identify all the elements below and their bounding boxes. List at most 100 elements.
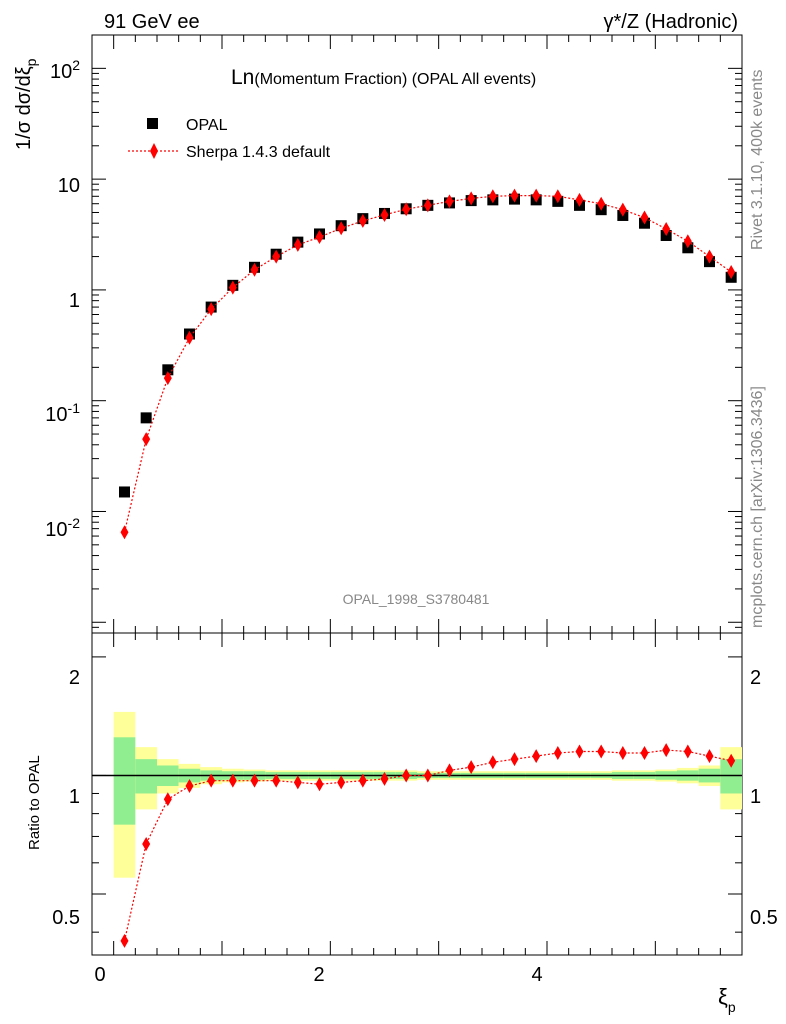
ratio-sherpa-point — [727, 753, 736, 768]
ratio-sherpa-point — [423, 768, 432, 783]
ytick-0p1-base: 10 — [45, 404, 67, 426]
ratio-ytick-label-1-right: 1 — [750, 786, 761, 808]
ytick-0p1-exp: -1 — [68, 400, 81, 416]
header-right-text: (Hadronic) — [645, 11, 738, 33]
sherpa-point — [120, 525, 129, 540]
chart-marks — [92, 34, 742, 955]
opal-point — [119, 486, 130, 498]
sherpa-point — [510, 188, 519, 203]
ratio-sherpa-point — [337, 775, 346, 790]
ratio-sherpa-point — [185, 779, 194, 794]
sherpa-point — [662, 221, 671, 236]
sherpa-point — [553, 189, 562, 204]
ratio-sherpa-point — [662, 743, 671, 758]
sherpa-point — [683, 234, 692, 249]
ytick-0p01-exp: -2 — [68, 515, 81, 531]
ratio-sherpa-point — [163, 792, 172, 807]
sherpa-point — [185, 330, 194, 345]
ratio-sherpa-point — [640, 746, 649, 761]
header-left: 91 GeV ee — [104, 11, 200, 33]
ytick-label-10: 10 — [58, 175, 80, 197]
sherpa-point — [597, 196, 606, 211]
sherpa-point — [293, 237, 302, 252]
ratio-sherpa-point — [445, 763, 454, 778]
ytick-label-1: 1 — [69, 290, 80, 312]
ytick-100-base: 10 — [50, 61, 72, 83]
ratio-sherpa-point — [272, 773, 281, 788]
main-title-rest: (Momentum Fraction) (OPAL All events) — [254, 71, 536, 88]
rivet-label: Rivet 3.1.10, 400k events — [749, 69, 766, 250]
xtick-label-4: 4 — [531, 964, 542, 986]
main-ylabel-sub: p — [23, 58, 39, 66]
sherpa-point — [337, 221, 346, 236]
ratio-sherpa-point — [380, 771, 389, 786]
sherpa-point — [640, 210, 649, 225]
ratio-ylabel: Ratio to OPAL — [26, 755, 43, 850]
ratio-sherpa-point — [120, 933, 129, 948]
ratio-sherpa-point — [575, 744, 584, 759]
x-axis-label: ξp — [718, 984, 736, 1015]
ratio-sherpa-point — [293, 775, 302, 790]
ratio-ytick-label-0p5-left: 0.5 — [52, 907, 80, 929]
ratio-sherpa-point — [597, 744, 606, 759]
ratio-band-inner — [720, 759, 742, 794]
xtick-label-2: 2 — [313, 964, 324, 986]
ratio-sherpa-point — [532, 749, 541, 764]
ratio-ytick-label-1-left: 1 — [69, 786, 80, 808]
ratio-ytick-label-0p5-right: 0.5 — [750, 907, 778, 929]
ratio-band-inner — [135, 759, 157, 794]
legend-sherpa-label: Sherpa 1.4.3 default — [186, 144, 331, 161]
legend-opal-label: OPAL — [186, 117, 228, 134]
xtick-label-0: 0 — [94, 964, 105, 986]
ratio-sherpa-point — [358, 773, 367, 788]
ytick-label-0p01: 10-2 — [45, 515, 80, 541]
sherpa-point — [445, 194, 454, 209]
sherpa-point — [618, 202, 627, 217]
main-plot-panel: Ln(Momentum Fraction) (OPAL All events) … — [13, 34, 743, 634]
sherpa-line — [123, 195, 732, 533]
legend-opal-marker — [147, 118, 158, 129]
sherpa-point — [488, 189, 497, 204]
sherpa-point — [228, 280, 237, 295]
sherpa-point — [575, 192, 584, 207]
sherpa-point — [380, 207, 389, 222]
sherpa-point — [358, 213, 367, 228]
main-ylabel-text: 1/σ dσ/dξ — [13, 66, 35, 150]
header-right: γ*/Z (Hadronic) — [604, 11, 738, 33]
sherpa-point — [705, 249, 714, 264]
sherpa-point — [532, 188, 541, 203]
ratio-sherpa-point — [228, 773, 237, 788]
ratio-ytick-label-2-left: 2 — [69, 667, 80, 689]
sherpa-point — [402, 202, 411, 217]
ratio-sherpa-point — [402, 768, 411, 783]
sherpa-point — [272, 249, 281, 264]
legend-sherpa-marker — [150, 143, 158, 159]
ytick-0p01-base: 10 — [45, 519, 67, 541]
ratio-sherpa-point — [315, 777, 324, 792]
ratio-sherpa-point — [467, 760, 476, 775]
x-axis-label-text: ξ — [718, 984, 728, 1009]
sherpa-point — [727, 265, 736, 280]
ytick-label-0p1: 10-1 — [45, 400, 80, 426]
ratio-sherpa-point — [488, 755, 497, 770]
sherpa-point — [423, 198, 432, 213]
main-title: Ln(Momentum Fraction) (OPAL All events) — [231, 66, 536, 89]
ratio-sherpa-point — [207, 773, 216, 788]
header-right-symbol: γ*/Z — [604, 11, 640, 33]
sherpa-point — [163, 371, 172, 386]
ratio-sherpa-point — [142, 836, 151, 851]
sherpa-point — [250, 262, 259, 277]
sherpa-point — [142, 432, 151, 447]
ratio-sherpa-point — [618, 746, 627, 761]
ratio-sherpa-point — [510, 752, 519, 767]
ytick-100-exp: 2 — [72, 57, 80, 73]
x-axis-label-sub: p — [728, 999, 736, 1015]
main-ylabel: 1/σ dσ/dξp — [13, 58, 39, 150]
opal-point — [140, 412, 152, 424]
ratio-band-inner — [113, 737, 136, 825]
main-title-big: Ln — [231, 66, 254, 89]
opal-point — [162, 364, 174, 376]
mcplots-label: mcplots.cern.ch [arXiv:1306.3436] — [749, 386, 766, 628]
ratio-sherpa-point — [250, 773, 259, 788]
